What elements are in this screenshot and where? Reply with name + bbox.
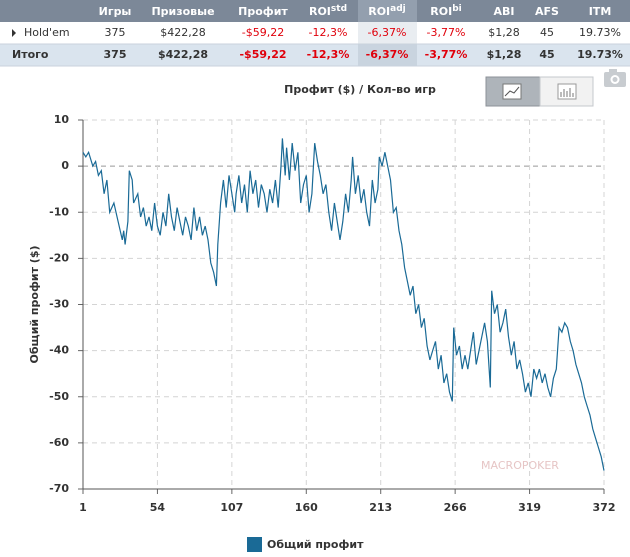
table-cell: $1,28 bbox=[487, 48, 522, 61]
expand-arrow bbox=[12, 29, 16, 37]
table-cell: -6,37% bbox=[366, 48, 409, 61]
header-text: Призовые bbox=[151, 5, 214, 18]
watermark: MACROPOKER bbox=[481, 459, 559, 472]
chart-title: Профит ($) / Кол-во игр bbox=[284, 83, 436, 96]
row-bg bbox=[0, 22, 630, 44]
table-cell: -3,77% bbox=[427, 26, 466, 39]
chart: Профит ($) / Кол-во игр MACROPOKER -70 -60 -… bbox=[28, 83, 615, 552]
column-header: ROIbi bbox=[430, 4, 461, 19]
legend-label: Общий профит bbox=[267, 538, 364, 551]
legend-swatch bbox=[247, 537, 262, 552]
y-tick-label: -50 bbox=[49, 390, 69, 403]
table-cell: Итого bbox=[12, 48, 49, 61]
table-cell: -$59,22 bbox=[242, 26, 284, 39]
table-cell: 45 bbox=[540, 26, 554, 39]
line-icon-stroke bbox=[504, 86, 520, 97]
x-tick-label: 319 bbox=[518, 501, 541, 514]
column-header: AFS bbox=[535, 5, 559, 18]
header-text: ROI bbox=[309, 5, 331, 18]
header-sup: adj bbox=[390, 4, 406, 14]
series-line bbox=[82, 138, 605, 471]
y-tick-label: -30 bbox=[49, 298, 69, 311]
x-tick-label: 213 bbox=[369, 501, 392, 514]
table-cell: -$59,22 bbox=[239, 48, 286, 61]
table-cell: -3,77% bbox=[425, 48, 468, 61]
y-tick-label: -10 bbox=[49, 205, 69, 218]
table-cell: $422,28 bbox=[158, 48, 208, 61]
x-tick-label: 372 bbox=[593, 501, 616, 514]
column-header: ROIstd bbox=[309, 4, 347, 19]
x-tick-label: 160 bbox=[295, 501, 318, 514]
table-cell: -6,37% bbox=[368, 26, 407, 39]
bar-icon-stroke bbox=[560, 88, 574, 97]
y-tick-label: -60 bbox=[49, 436, 69, 449]
table-cell: 375 bbox=[105, 26, 126, 39]
y-tick-label: -40 bbox=[49, 344, 69, 357]
header-bg bbox=[0, 0, 630, 22]
table-cell: -12,3% bbox=[309, 26, 348, 39]
y-tick-label: 0 bbox=[61, 159, 69, 172]
header-sup: std bbox=[331, 4, 347, 14]
y-tick-label: -70 bbox=[49, 482, 69, 495]
x-tick-label: 54 bbox=[150, 501, 166, 514]
column-header: Призовые bbox=[151, 5, 214, 18]
table-cell: 19.73% bbox=[579, 26, 621, 39]
column-header: Профит bbox=[238, 5, 288, 18]
table-cell: Hold'em bbox=[24, 26, 70, 39]
header-adj-bg bbox=[358, 0, 417, 22]
column-header: Игры bbox=[99, 5, 132, 18]
y-tick-label: 10 bbox=[54, 113, 70, 126]
column-header: ROIadj bbox=[368, 4, 406, 19]
header-text: ABI bbox=[494, 5, 515, 18]
table-cell: -12,3% bbox=[307, 48, 350, 61]
table-cell: $1,28 bbox=[488, 26, 520, 39]
header-text: Профит bbox=[238, 5, 288, 18]
table-cell: 375 bbox=[104, 48, 127, 61]
y-axis-label: Общий профит ($) bbox=[28, 245, 41, 363]
column-header: ITM bbox=[589, 5, 612, 18]
camera-icon[interactable] bbox=[604, 69, 626, 87]
header-text: ITM bbox=[589, 5, 612, 18]
column-header: ABI bbox=[494, 5, 515, 18]
x-tick-label: 107 bbox=[220, 501, 243, 514]
x-tick-label: 266 bbox=[444, 501, 467, 514]
total-bg bbox=[0, 44, 630, 66]
table-cell: 45 bbox=[539, 48, 554, 61]
table-cell: $422,28 bbox=[160, 26, 206, 39]
header-text: ROI bbox=[368, 5, 390, 18]
header-sup: bi bbox=[452, 4, 462, 14]
total-adj-bg bbox=[358, 44, 417, 66]
row-adj-bg bbox=[358, 22, 417, 44]
header-text: Игры bbox=[99, 5, 132, 18]
header-text: ROI bbox=[430, 5, 452, 18]
y-tick-label: -20 bbox=[49, 251, 69, 264]
x-tick-label: 1 bbox=[79, 501, 87, 514]
header-text: AFS bbox=[535, 5, 559, 18]
table-cell: 19.73% bbox=[577, 48, 623, 61]
